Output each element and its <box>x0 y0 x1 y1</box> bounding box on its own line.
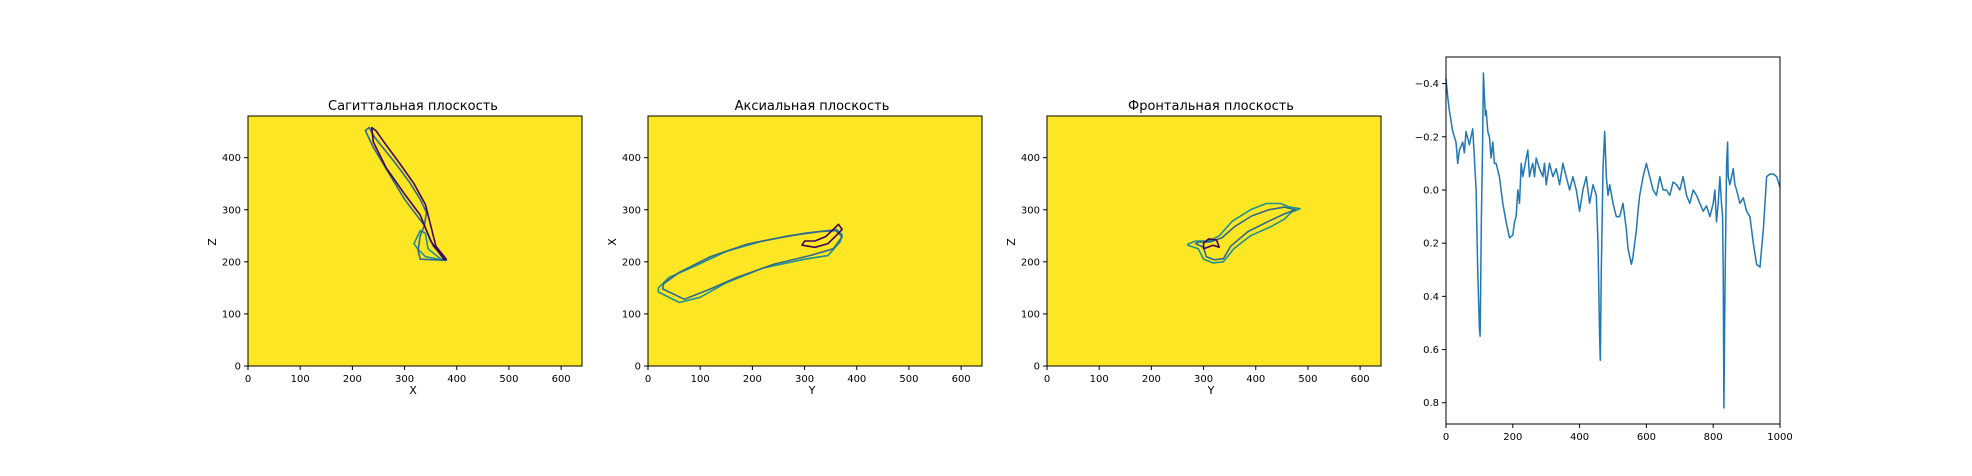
x-tick-label: 300 <box>1194 374 1213 385</box>
x-tick-label: 400 <box>1570 432 1589 443</box>
x-tick-label: 0 <box>245 374 251 385</box>
x-tick-label: 500 <box>499 374 518 385</box>
x-tick-label: 100 <box>291 374 310 385</box>
x-tick-label: 400 <box>1246 374 1265 385</box>
y-tick-label: 300 <box>222 205 241 216</box>
x-tick-label: 200 <box>743 374 762 385</box>
y-axis-label: Z <box>1005 238 1018 246</box>
contour-line <box>1202 238 1220 250</box>
y-tick-label: −0.2 <box>1415 132 1439 143</box>
x-tick-label: 300 <box>395 374 414 385</box>
y-tick-label: 0.6 <box>1423 345 1439 356</box>
x-tick-label: 100 <box>691 374 710 385</box>
y-tick-label: 100 <box>222 309 241 320</box>
y-tick-label: 200 <box>222 257 241 268</box>
panel-title: Аксиальная плоскость <box>735 99 890 114</box>
x-tick-label: 500 <box>1298 374 1317 385</box>
axes-frame <box>647 115 983 367</box>
x-tick-label: 400 <box>447 374 466 385</box>
contour-line <box>413 229 445 262</box>
contour-line <box>364 126 448 262</box>
y-tick-label: 0 <box>635 362 641 373</box>
x-tick-label: 0 <box>645 374 651 385</box>
x-tick-label: 200 <box>1503 432 1522 443</box>
x-tick-label: 1000 <box>1767 432 1792 443</box>
y-tick-label: 200 <box>622 257 641 268</box>
x-tick-label: 100 <box>1090 374 1109 385</box>
panel-title: Сагиттальная плоскость <box>328 99 498 114</box>
x-axis-label: X <box>409 384 417 397</box>
x-tick-label: 0 <box>1443 432 1449 443</box>
x-tick-label: 600 <box>1637 432 1656 443</box>
x-tick-label: 400 <box>847 374 866 385</box>
y-tick-label: 300 <box>1021 205 1040 216</box>
y-tick-label: 0.8 <box>1423 398 1439 409</box>
y-tick-label: 400 <box>622 153 641 164</box>
panel-signal: 0 200 400 600 800 1000 −0.4 −0.2 0.0 0.2 0.4 0.6 0.8 <box>1415 56 1793 443</box>
axes-frame <box>1046 115 1382 367</box>
y-tick-label: 100 <box>622 309 641 320</box>
y-axis-label: Z <box>206 238 219 246</box>
series-line <box>1445 72 1781 409</box>
panel-frontal: Фронтальная плоскость Y Z 0 100 200 300 400 5… <box>1005 99 1382 397</box>
y-tick-label: 0.0 <box>1423 185 1439 196</box>
y-tick-label: 100 <box>1021 309 1040 320</box>
contour-line <box>1194 206 1297 261</box>
x-tick-label: 200 <box>343 374 362 385</box>
y-tick-label: 0.4 <box>1423 292 1439 303</box>
y-tick-label: 400 <box>222 153 241 164</box>
contour-line <box>370 126 448 260</box>
y-tick-label: −0.4 <box>1415 79 1439 90</box>
contour-line <box>801 223 843 249</box>
axes-frame <box>1445 56 1781 425</box>
panel-sagittal: Сагиттальная плоскость X Z 0 100 200 300 400… <box>206 99 583 397</box>
y-tick-label: 0.2 <box>1423 239 1439 250</box>
x-tick-label: 200 <box>1142 374 1161 385</box>
y-axis-label: X <box>606 238 619 246</box>
y-tick-label: 0 <box>235 362 241 373</box>
axes-frame <box>247 115 583 367</box>
x-tick-label: 600 <box>1351 374 1370 385</box>
y-tick-label: 400 <box>1021 153 1040 164</box>
panel-title: Фронтальная плоскость <box>1128 99 1294 114</box>
y-tick-label: 300 <box>622 205 641 216</box>
y-tick-label: 200 <box>1021 257 1040 268</box>
x-tick-label: 600 <box>552 374 571 385</box>
x-tick-label: 800 <box>1704 432 1723 443</box>
x-tick-label: 0 <box>1044 374 1050 385</box>
panel-axial: Аксиальная плоскость Y X 0 100 200 300 400 50… <box>606 99 983 397</box>
y-tick-label: 0 <box>1034 362 1040 373</box>
x-tick-label: 300 <box>795 374 814 385</box>
x-tick-label: 500 <box>899 374 918 385</box>
x-tick-label: 600 <box>952 374 971 385</box>
x-axis-label: Y <box>808 384 816 397</box>
x-axis-label: Y <box>1207 384 1215 397</box>
contour-line <box>657 228 843 304</box>
